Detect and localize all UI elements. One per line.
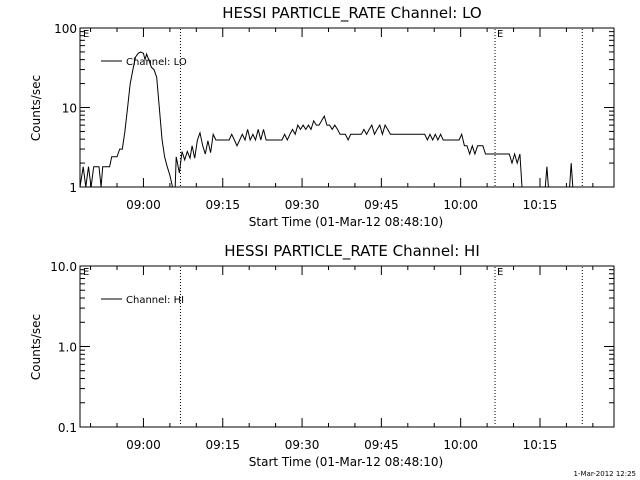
x-tick-label: 09:45 <box>364 198 399 212</box>
lo-x-axis-label: Start Time (01-Mar-12 08:48:10) <box>249 215 443 229</box>
x-tick-label: 09:30 <box>285 438 320 452</box>
lo-event-lines: E <box>179 29 583 186</box>
x-tick-label: 09:45 <box>364 438 399 452</box>
x-tick-label: 09:30 <box>285 198 320 212</box>
x-tick-label: 09:15 <box>205 438 240 452</box>
hi-chart-title: HESSI PARTICLE_RATE Channel: HI <box>224 242 480 261</box>
x-tick-label: 09:15 <box>205 198 240 212</box>
hi-x-tick-labels: 09:00 09:15 09:30 09:45 10:00 10:15 <box>126 438 557 452</box>
footer-timestamp: 1-Mar-2012 12:25 <box>574 470 636 478</box>
hi-y-tick-labels: 0.1 1.0 10.0 <box>50 260 77 435</box>
hi-legend-label: Channel: HI <box>126 295 184 306</box>
hi-y-axis-label: Counts/sec <box>29 314 43 380</box>
hi-x-axis-label: Start Time (01-Mar-12 08:48:10) <box>249 455 443 469</box>
y-tick-label: 0.1 <box>58 421 77 435</box>
y-tick-label: 10 <box>62 102 77 116</box>
x-tick-label: 10:00 <box>443 438 478 452</box>
event-line-e-label: E <box>497 29 503 40</box>
x-tick-label: 10:15 <box>523 198 558 212</box>
hi-plot-frame <box>79 265 615 428</box>
hi-channel-panel: HESSI PARTICLE_RATE Channel: HI 0.1 1.0 10… <box>29 242 615 469</box>
y-tick-label: 1.0 <box>58 341 77 355</box>
lo-series-line <box>79 51 574 188</box>
event-line-e-label: E <box>497 267 503 278</box>
lo-x-tick-labels: 09:00 09:15 09:30 09:45 10:00 10:15 <box>126 198 557 212</box>
x-tick-label: 10:00 <box>443 198 478 212</box>
lo-axis-ticks <box>80 27 614 188</box>
lo-y-axis-label: Counts/sec <box>29 75 43 141</box>
hi-axis-ticks <box>80 265 614 428</box>
y-tick-label: 1 <box>69 181 77 195</box>
lo-legend-label: Channel: LO <box>126 57 187 68</box>
lo-corner-e-label: E <box>83 29 89 40</box>
lo-y-tick-labels: 1 10 100 <box>54 22 77 195</box>
x-tick-label: 09:00 <box>126 198 161 212</box>
lo-chart-title: HESSI PARTICLE_RATE Channel: LO <box>222 4 481 23</box>
y-tick-label: 10.0 <box>50 260 77 274</box>
lo-plot-frame <box>79 27 615 188</box>
x-tick-label: 09:00 <box>126 438 161 452</box>
hi-event-lines: E <box>179 267 583 426</box>
y-tick-label: 100 <box>54 22 77 36</box>
hi-corner-e-label: E <box>83 267 89 278</box>
x-tick-label: 10:15 <box>523 438 558 452</box>
lo-channel-panel: HESSI PARTICLE_RATE Channel: LO 1 10 100 0… <box>29 4 615 229</box>
